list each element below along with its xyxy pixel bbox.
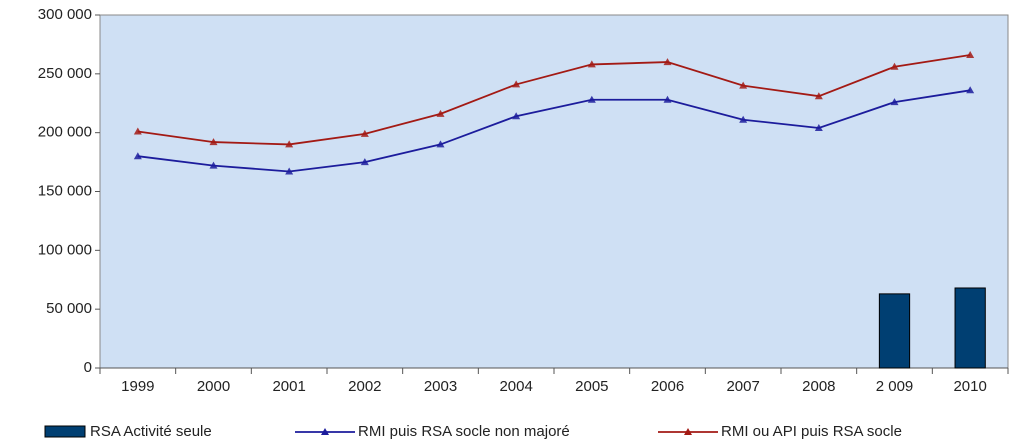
- y-tick-label: 0: [84, 359, 92, 376]
- legend-label: RMI puis RSA socle non majoré: [358, 423, 570, 440]
- marker: [814, 92, 823, 100]
- y-tick-label: 100 000: [38, 241, 92, 258]
- marker: [966, 51, 975, 59]
- legend-label: RSA Activité seule: [90, 423, 212, 440]
- x-tick-label: 2002: [348, 378, 381, 395]
- marker: [133, 127, 142, 135]
- marker: [436, 140, 445, 148]
- marker: [209, 161, 218, 169]
- x-tick-label: 2003: [424, 378, 457, 395]
- marker: [360, 129, 369, 137]
- marker: [133, 152, 142, 160]
- marker: [663, 95, 672, 103]
- marker: [512, 80, 521, 88]
- x-tick-label: 2 009: [876, 378, 914, 395]
- marker: [512, 112, 521, 120]
- line: [137, 89, 971, 173]
- marker: [814, 123, 823, 131]
- marker: [739, 81, 748, 89]
- marker: [285, 140, 294, 148]
- marker: [739, 115, 748, 123]
- marker: [663, 58, 672, 66]
- legend-marker: [684, 428, 692, 435]
- x-tick-label: 2010: [953, 378, 986, 395]
- x-tick-label: 2001: [272, 378, 305, 395]
- marker: [209, 138, 218, 146]
- legend-swatch: [44, 425, 86, 438]
- x-tick-label: 2004: [499, 378, 532, 395]
- y-tick-label: 150 000: [38, 182, 92, 199]
- bar: [954, 287, 986, 369]
- marker: [966, 86, 975, 94]
- y-tick-label: 200 000: [38, 124, 92, 141]
- marker: [360, 158, 369, 166]
- y-tick-label: 300 000: [38, 6, 92, 23]
- x-tick-label: 2000: [197, 378, 230, 395]
- y-tick-label: 50 000: [46, 300, 92, 317]
- plot-area: [99, 14, 1009, 369]
- marker: [587, 60, 596, 68]
- x-tick-label: 2007: [726, 378, 759, 395]
- x-tick-label: 2005: [575, 378, 608, 395]
- line: [137, 54, 971, 146]
- marker: [436, 109, 445, 117]
- marker: [890, 98, 899, 106]
- x-tick-label: 2006: [651, 378, 684, 395]
- legend-marker: [321, 428, 329, 435]
- bar: [878, 293, 911, 369]
- marker: [285, 167, 294, 175]
- x-tick-label: 1999: [121, 378, 154, 395]
- y-tick-label: 250 000: [38, 65, 92, 82]
- legend-label: RMI ou API puis RSA socle: [721, 423, 902, 440]
- marker: [587, 95, 596, 103]
- x-tick-label: 2008: [802, 378, 835, 395]
- marker: [890, 62, 899, 70]
